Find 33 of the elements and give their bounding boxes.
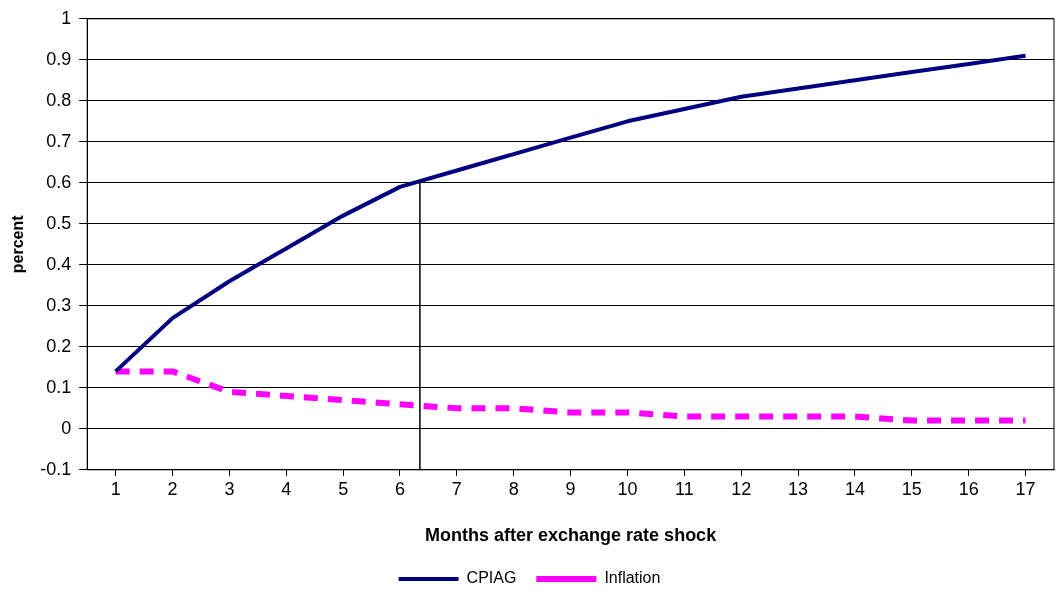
x-tick-label: 5 [338,478,349,499]
x-axis-title: Months after exchange rate shock [425,525,718,546]
y-tick-label: 0.9 [46,48,72,69]
x-tick-label: 6 [394,478,406,499]
x-tick-label: 10 [617,478,638,499]
y-tick-label: 0.1 [46,376,72,397]
y-tick-label: 0 [61,417,72,438]
y-tick-label: 0.7 [46,130,72,151]
y-tick-label: 0.6 [46,171,72,192]
y-tick-label: -0.1 [40,458,72,479]
x-tick-label: 14 [844,478,865,499]
x-tick-label: 12 [731,478,752,499]
legend-label: Inflation [604,569,661,587]
legend-label: CPIAG [466,569,517,587]
x-tick-label: 9 [565,478,576,499]
x-tick-label: 15 [901,478,922,499]
y-tick-label: 1 [61,7,72,28]
x-tick-label: 16 [958,478,979,499]
x-tick-label: 2 [167,478,178,499]
y-tick-label: 0.8 [46,89,72,110]
y-tick-label: 0.5 [46,212,72,233]
y-tick-label: 0.2 [46,335,72,356]
x-tick-label: 7 [451,478,462,499]
y-tick-label: 0.3 [46,294,72,315]
y-tick-label: 0.4 [46,253,72,274]
x-tick-label: 4 [281,478,292,499]
x-tick-label: 17 [1015,478,1036,499]
x-tick-label: 13 [788,478,809,499]
x-tick-label: 3 [224,478,235,499]
x-tick-label: 1 [110,478,121,499]
x-tick-label: 8 [508,478,519,499]
y-axis-title: percent [9,214,27,274]
x-tick-label: 11 [675,478,694,499]
